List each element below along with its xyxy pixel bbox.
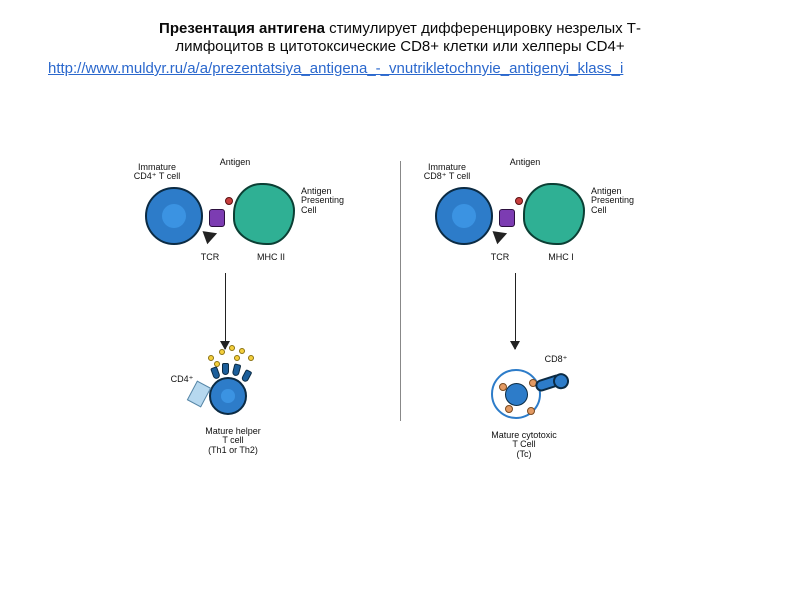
label-tcr-right: TCR bbox=[487, 253, 513, 262]
label-mhc2: MHC II bbox=[253, 253, 289, 262]
label-antigen-right: Antigen bbox=[505, 158, 545, 167]
cytokine-dot bbox=[239, 348, 245, 354]
immature-cd8-tcell bbox=[435, 187, 493, 245]
mhc-ii-tag bbox=[209, 209, 225, 227]
label-antigen-left: Antigen bbox=[215, 158, 255, 167]
apc-right bbox=[523, 183, 585, 245]
title-rest1: стимулирует дифференцировку незрелых Т- bbox=[325, 20, 641, 37]
label-mhc1: MHC I bbox=[543, 253, 579, 262]
cytotoxic-arm-tip bbox=[551, 371, 571, 391]
mhc-i-tag bbox=[499, 209, 515, 227]
label-mature-cytotoxic: Mature cytotoxicT Cell(Tc) bbox=[479, 431, 569, 459]
title-rest2: лимфоцитов в цитотоксические CD8+ клетки… bbox=[175, 38, 624, 55]
label-cd4plus: CD4⁺ bbox=[169, 375, 195, 384]
label-apc-left: AntigenPresentingCell bbox=[301, 187, 355, 215]
immature-cd4-tcell bbox=[145, 187, 203, 245]
label-apc-right: AntigenPresentingCell bbox=[591, 187, 645, 215]
apc-left bbox=[233, 183, 295, 245]
tcr-right bbox=[492, 227, 509, 245]
label-mature-helper: Mature helperT cell(Th1 or Th2) bbox=[193, 427, 273, 455]
mature-cytotoxic-cell bbox=[491, 369, 541, 419]
cytotoxic-arm bbox=[534, 373, 564, 393]
panel-divider bbox=[400, 161, 401, 421]
cytotoxic-core bbox=[505, 383, 528, 406]
granule-dot bbox=[505, 405, 513, 413]
cytokine-dot bbox=[219, 349, 225, 355]
cytokine-dot bbox=[214, 361, 220, 367]
cytokine-dot bbox=[208, 355, 214, 361]
label-tcr-left: TCR bbox=[197, 253, 223, 262]
title-block: Презентация антигена стимулирует диффере… bbox=[0, 0, 800, 60]
link-block: http://www.muldyr.ru/a/a/prezentatsiya_a… bbox=[0, 60, 800, 85]
title-bold: Презентация антигена bbox=[159, 20, 325, 37]
arrow-right bbox=[515, 273, 516, 349]
cytokine-dot bbox=[248, 355, 254, 361]
helper-projection-2 bbox=[222, 363, 229, 375]
label-immature-cd8: ImmatureCD8⁺ T cell bbox=[417, 163, 477, 182]
cd4-marker-box bbox=[187, 381, 211, 408]
granule-dot bbox=[527, 407, 535, 415]
antigen-dot-right bbox=[515, 197, 523, 205]
cytokine-dot bbox=[234, 355, 240, 361]
diagram: ImmatureCD4⁺ T cell Antigen AntigenPrese… bbox=[105, 155, 695, 575]
granule-dot bbox=[499, 383, 507, 391]
tcr-left bbox=[202, 227, 219, 245]
label-cd8plus: CD8⁺ bbox=[541, 355, 571, 364]
helper-projection-3 bbox=[232, 363, 242, 376]
source-link[interactable]: http://www.muldyr.ru/a/a/prezentatsiya_a… bbox=[48, 60, 623, 77]
helper-projection-4 bbox=[241, 369, 253, 383]
label-immature-cd4: ImmatureCD4⁺ T cell bbox=[127, 163, 187, 182]
mature-helper-cell bbox=[209, 377, 247, 415]
antigen-dot-left bbox=[225, 197, 233, 205]
cytokine-dot bbox=[229, 345, 235, 351]
arrow-left bbox=[225, 273, 226, 349]
